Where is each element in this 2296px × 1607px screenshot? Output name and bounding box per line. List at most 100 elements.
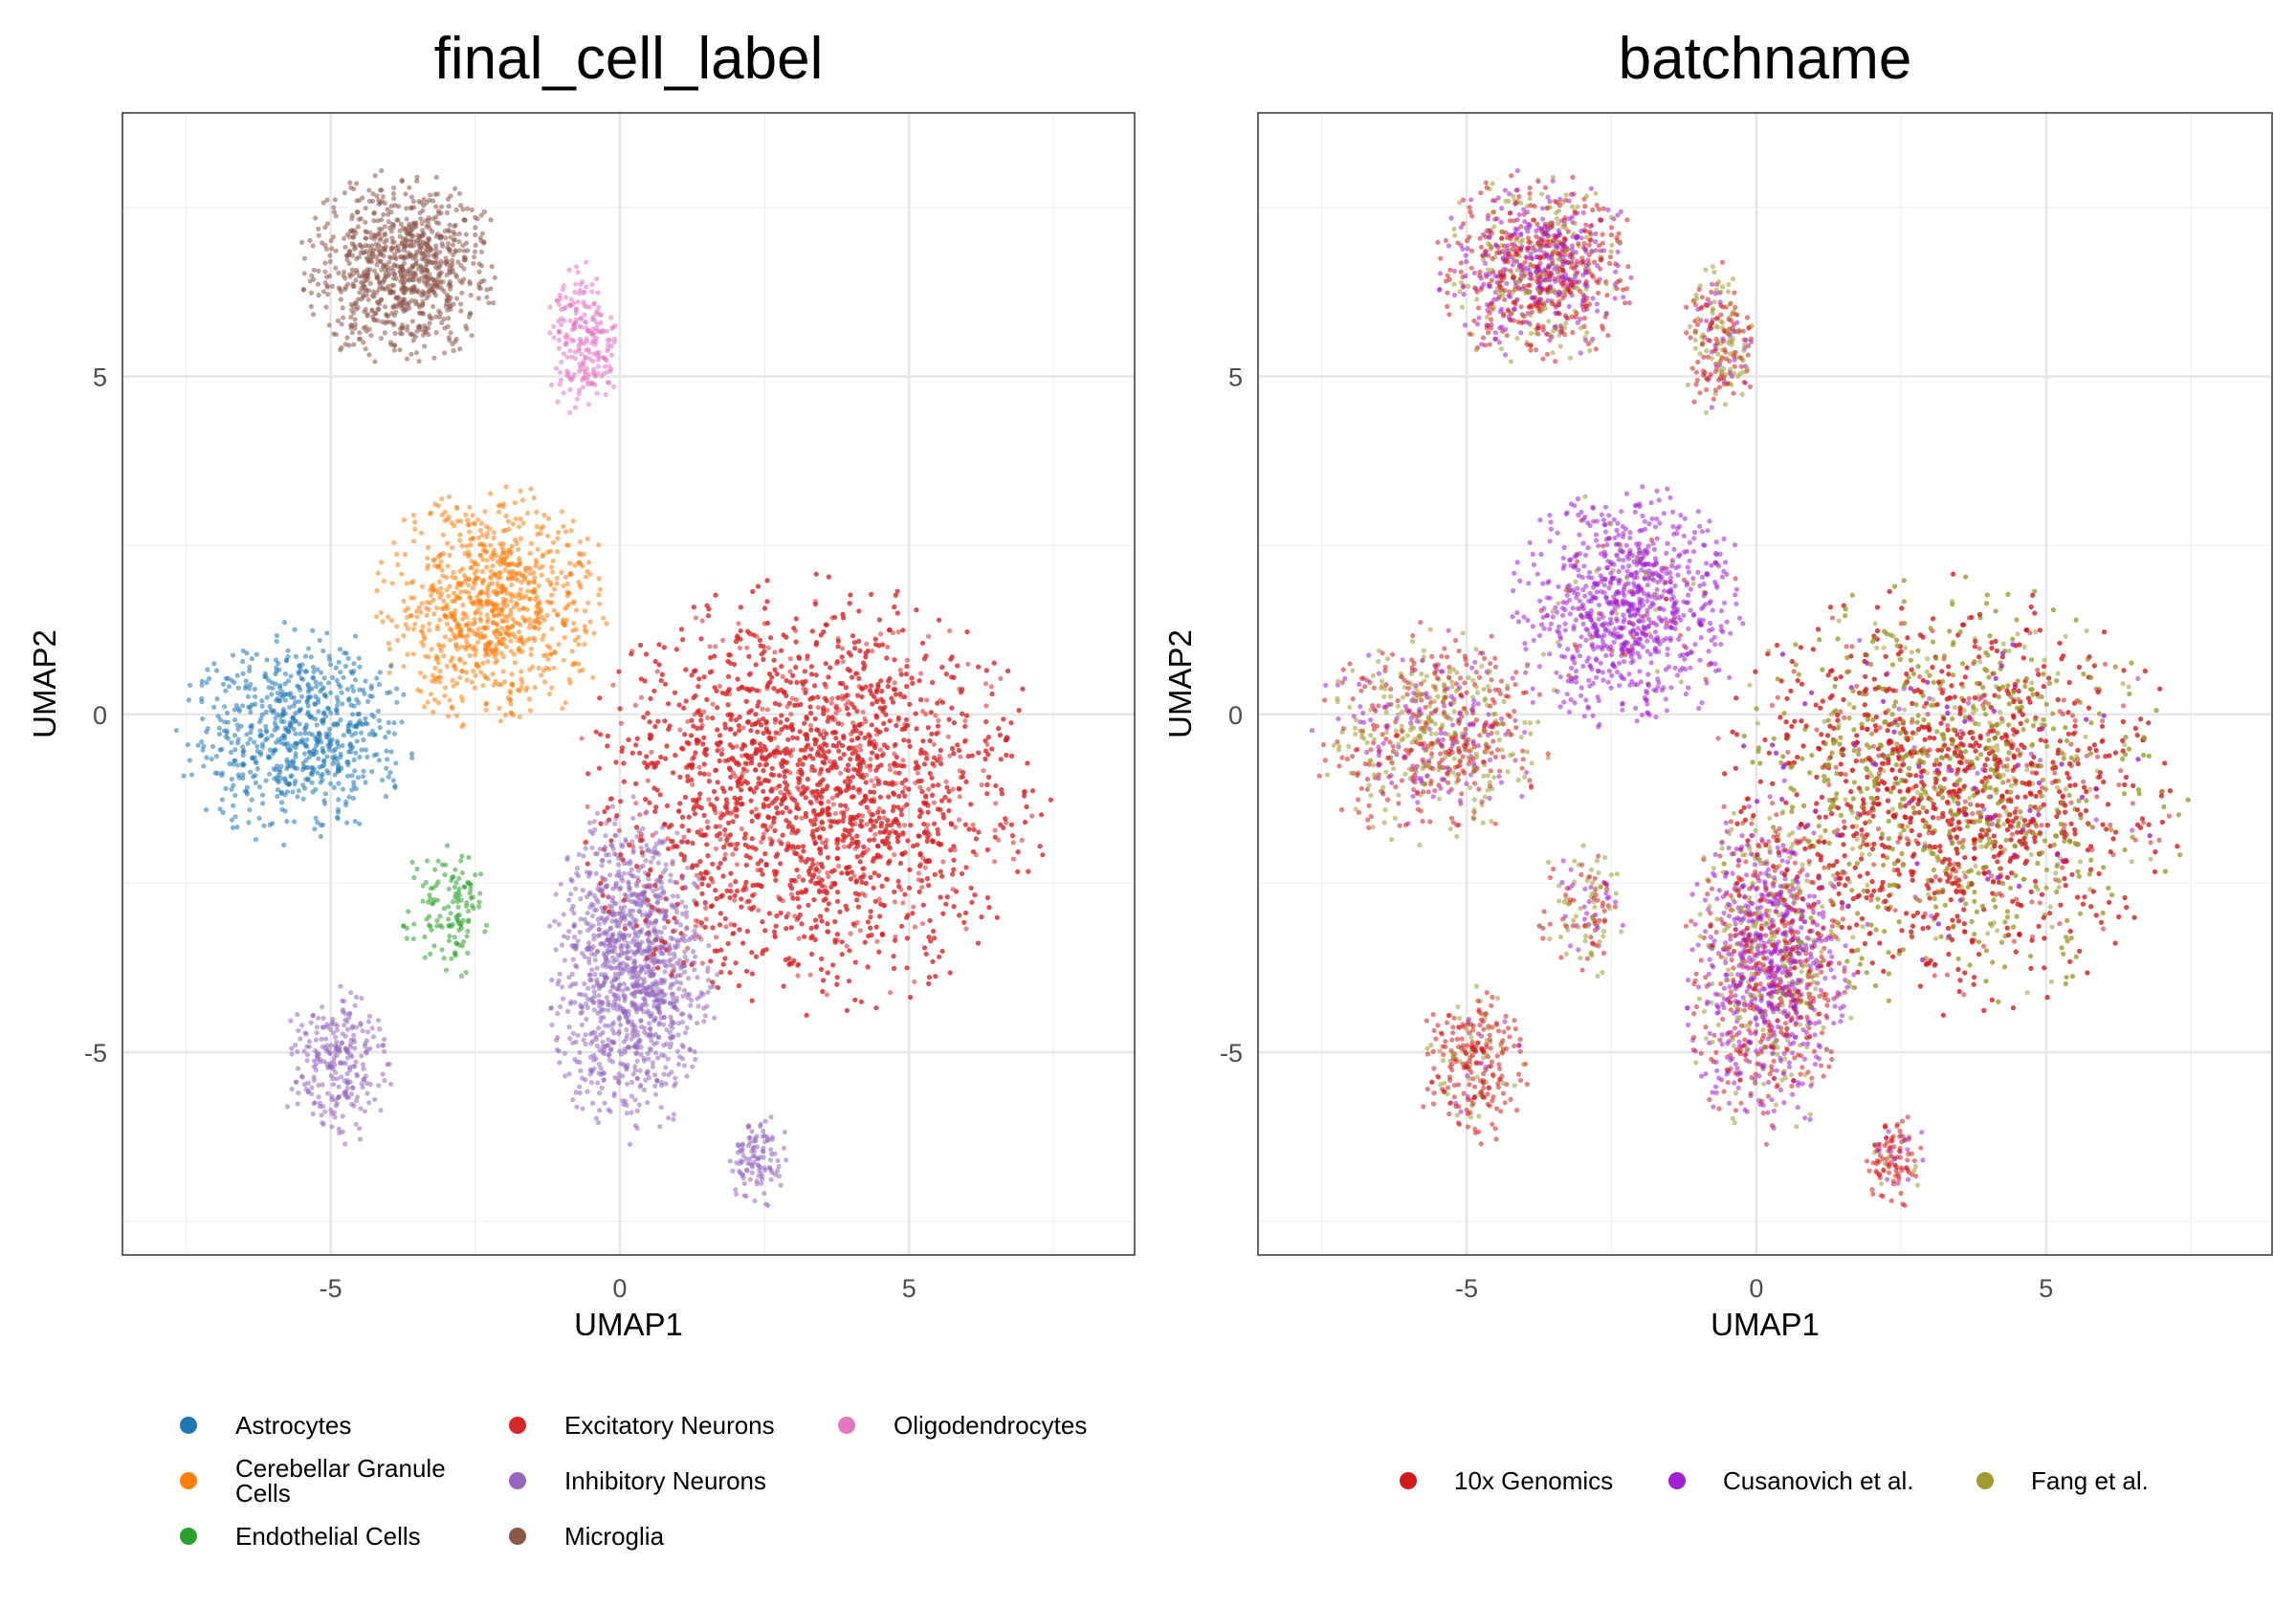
data-point xyxy=(469,333,475,339)
data-point xyxy=(245,693,252,699)
data-point xyxy=(587,619,593,625)
data-point xyxy=(576,851,582,857)
data-point xyxy=(188,772,194,778)
data-point xyxy=(611,965,617,971)
data-point xyxy=(424,600,430,605)
data-point xyxy=(333,665,339,671)
data-point xyxy=(757,1168,762,1174)
data-point xyxy=(567,1036,573,1042)
data-point xyxy=(556,529,562,536)
data-point xyxy=(499,618,505,624)
data-point xyxy=(263,737,269,743)
data-point xyxy=(467,504,473,510)
data-point xyxy=(871,885,876,891)
data-point xyxy=(557,971,563,977)
data-point xyxy=(1037,844,1043,849)
data-point xyxy=(938,894,943,900)
data-point xyxy=(584,284,589,290)
data-point xyxy=(460,603,466,608)
data-point xyxy=(807,696,813,702)
data-point xyxy=(453,296,460,301)
data-point xyxy=(212,770,218,776)
data-point xyxy=(715,705,720,711)
data-point xyxy=(570,1097,576,1103)
data-point xyxy=(940,859,946,865)
data-point xyxy=(567,348,573,354)
data-point xyxy=(793,616,799,622)
data-point xyxy=(344,281,351,287)
data-point xyxy=(328,1073,334,1079)
data-point xyxy=(658,754,664,760)
data-point xyxy=(371,210,377,216)
data-point xyxy=(579,736,585,741)
data-point xyxy=(879,883,885,890)
data-point xyxy=(290,715,296,721)
data-point xyxy=(329,1124,335,1130)
data-point xyxy=(693,923,699,929)
data-point xyxy=(353,1059,359,1065)
data-point xyxy=(713,644,718,649)
data-point xyxy=(560,996,566,1002)
data-point xyxy=(885,644,891,650)
data-point xyxy=(672,1083,677,1089)
data-point xyxy=(1029,813,1035,819)
data-point xyxy=(600,962,606,969)
data-point xyxy=(652,1091,659,1097)
data-point xyxy=(580,888,585,893)
data-point xyxy=(739,787,744,793)
data-point xyxy=(508,598,515,604)
data-point xyxy=(585,600,591,605)
data-point xyxy=(898,671,904,677)
data-point xyxy=(484,612,490,618)
data-point xyxy=(756,908,762,914)
data-point xyxy=(240,703,246,709)
data-point xyxy=(318,833,323,840)
data-point xyxy=(434,605,440,611)
data-point xyxy=(596,765,603,771)
data-point xyxy=(316,226,321,231)
data-point xyxy=(426,217,431,224)
data-point xyxy=(912,924,918,930)
data-point xyxy=(717,683,723,690)
data-point xyxy=(363,206,368,211)
data-point xyxy=(321,798,327,804)
data-point xyxy=(586,940,592,946)
data-point xyxy=(474,609,479,615)
data-point xyxy=(377,237,383,243)
data-point xyxy=(427,320,432,326)
data-point xyxy=(551,586,558,592)
data-point xyxy=(399,177,405,183)
data-point xyxy=(404,206,409,211)
data-point xyxy=(744,929,751,935)
data-point xyxy=(551,665,557,671)
data-point xyxy=(629,750,635,756)
data-point xyxy=(605,915,610,921)
data-point xyxy=(789,695,795,701)
data-point xyxy=(550,569,556,575)
data-point xyxy=(657,792,663,798)
data-point xyxy=(600,858,606,864)
data-point xyxy=(556,921,562,927)
data-point xyxy=(913,711,918,716)
data-point xyxy=(382,330,387,336)
data-point xyxy=(1019,837,1025,844)
data-point xyxy=(483,707,489,713)
data-point xyxy=(843,685,849,691)
data-point xyxy=(322,260,328,266)
data-point xyxy=(216,725,222,731)
data-point xyxy=(375,318,381,323)
data-point xyxy=(705,989,711,995)
data-point xyxy=(848,931,853,936)
data-point xyxy=(799,921,805,927)
data-point xyxy=(559,509,565,515)
data-point xyxy=(357,821,363,826)
data-point xyxy=(604,621,609,627)
data-point xyxy=(465,517,471,523)
data-point xyxy=(315,281,320,287)
data-point xyxy=(590,1100,596,1106)
data-point xyxy=(786,961,792,967)
data-point xyxy=(427,892,432,898)
data-point xyxy=(589,951,595,957)
data-point xyxy=(370,1034,377,1040)
data-point xyxy=(869,722,874,728)
